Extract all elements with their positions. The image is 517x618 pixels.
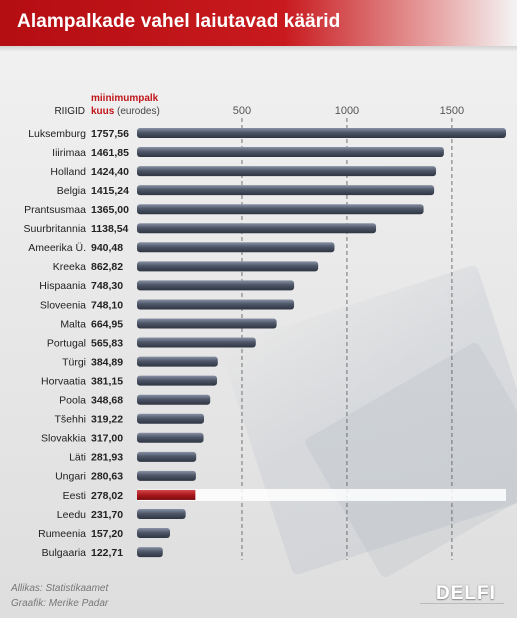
highlight-row-background <box>137 488 506 501</box>
value-label: 1138,54 <box>91 223 129 235</box>
bar <box>137 413 205 424</box>
bar <box>137 394 211 405</box>
source-note: Allikas: Statistikaamet <box>11 583 109 594</box>
header-shadow <box>0 46 517 52</box>
x-tick-label: 1000 <box>335 105 359 117</box>
value-label: 122,71 <box>91 547 123 559</box>
category-label: Suurbritannia <box>24 223 87 235</box>
value-label: 231,70 <box>91 509 123 521</box>
bar <box>137 147 444 158</box>
value-label: 281,93 <box>91 452 123 464</box>
bar <box>137 337 256 348</box>
category-label: Sloveenia <box>40 299 86 311</box>
category-label: Malta <box>60 318 86 330</box>
logo-underline <box>420 603 504 604</box>
x-tick-label: 500 <box>233 105 251 117</box>
category-label: Belgia <box>57 185 86 197</box>
value-label: 381,15 <box>91 375 123 387</box>
value-label: 1424,40 <box>91 166 129 178</box>
bar <box>137 128 506 138</box>
bar <box>137 299 295 310</box>
category-label: Hispaania <box>39 280 86 292</box>
category-header: RIIGID <box>54 106 85 117</box>
bar <box>137 528 171 539</box>
value-label: 348,68 <box>91 395 123 407</box>
bar <box>137 204 424 215</box>
category-label: Rumeenia <box>38 528 86 540</box>
value-header-line1: miinimumpalk <box>91 93 159 104</box>
category-label: Ameerika Ü. <box>28 242 86 254</box>
value-header-line2: kuus <box>91 106 115 117</box>
delfi-logo: DELFI <box>436 583 496 604</box>
value-label: 940,48 <box>91 242 123 254</box>
category-label: Luksemburg <box>28 128 86 140</box>
value-label: 664,95 <box>91 318 123 330</box>
bar <box>137 509 186 519</box>
value-label: 862,82 <box>91 261 123 273</box>
category-label: Leedu <box>57 509 86 521</box>
header-banner: Alampalkade vahel laiutavad käärid <box>0 0 517 46</box>
bar <box>137 223 377 234</box>
value-label: 1415,24 <box>91 185 129 197</box>
value-label: 319,22 <box>91 414 123 426</box>
category-label: Ungari <box>55 471 86 483</box>
value-label: 1757,56 <box>91 128 129 140</box>
value-label: 384,89 <box>91 356 123 368</box>
bar <box>137 356 218 367</box>
bar <box>137 451 197 462</box>
category-label: Slovakkia <box>41 433 86 445</box>
bar <box>137 375 218 386</box>
category-label: Eesti <box>63 490 86 502</box>
category-label: Holland <box>50 166 86 178</box>
bar <box>137 432 204 443</box>
value-label: 278,02 <box>91 490 123 502</box>
category-label: Türgi <box>62 356 86 368</box>
value-label: 1365,00 <box>91 204 129 216</box>
bar <box>137 470 196 481</box>
category-label: Läti <box>69 452 86 464</box>
category-label: Kreeka <box>53 261 86 273</box>
bar <box>137 261 319 272</box>
category-label: Iiirimaa <box>52 147 86 159</box>
value-label: 748,10 <box>91 299 123 311</box>
bar <box>137 489 196 500</box>
bar <box>137 185 435 196</box>
bar <box>137 318 277 329</box>
value-label: 748,30 <box>91 280 123 292</box>
bar <box>137 280 295 291</box>
x-tick-label: 1500 <box>440 105 464 117</box>
value-label: 1461,85 <box>91 147 129 159</box>
category-label: Prantsusmaa <box>24 204 86 216</box>
category-label: Bulgaaria <box>42 547 87 559</box>
category-label: Portugal <box>47 337 86 349</box>
value-label: 280,63 <box>91 471 123 483</box>
value-label: 157,20 <box>91 528 123 540</box>
value-label: 317,00 <box>91 433 123 445</box>
bar <box>137 547 163 558</box>
value-header-unit: (eurodes) <box>117 106 160 117</box>
bar <box>137 166 437 177</box>
credit-note: Graafik: Merike Padar <box>11 598 109 609</box>
page-title: Alampalkade vahel laiutavad käärid <box>17 11 341 32</box>
category-label: Horvaatia <box>41 375 86 387</box>
bar <box>137 242 335 253</box>
category-label: Poola <box>59 395 86 407</box>
value-label: 565,83 <box>91 337 123 349</box>
category-label: Tšehhi <box>54 414 86 426</box>
